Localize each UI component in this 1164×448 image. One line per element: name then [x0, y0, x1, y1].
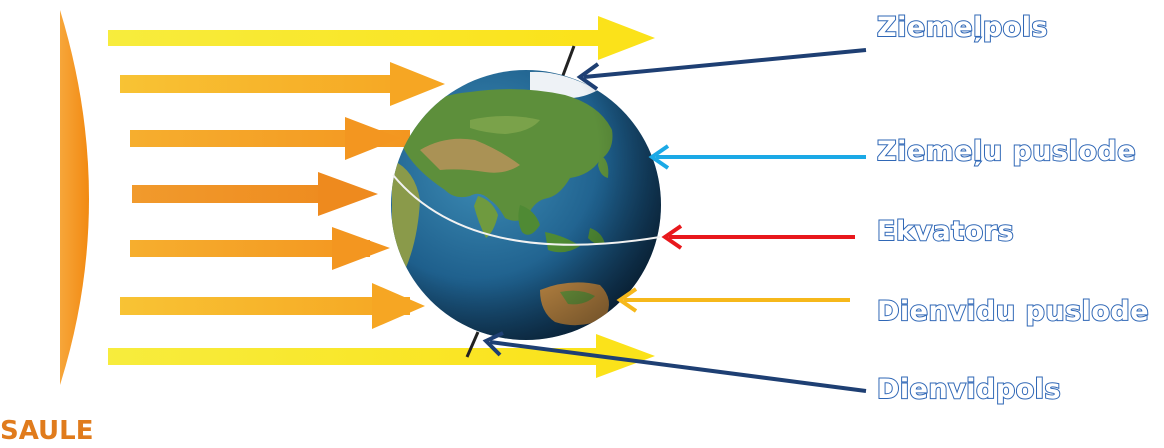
equator-line — [392, 174, 661, 246]
label-equator: Ekvators — [876, 216, 1015, 247]
label-northern-hemisphere: Ziemeļu puslode — [876, 136, 1137, 167]
earth-axis-north — [560, 45, 576, 79]
pointer-arrow-northern-hemisphere — [648, 144, 866, 170]
sun-ray-arrow — [130, 227, 390, 270]
label-south-pole: Dienvidpols — [876, 374, 1062, 405]
earth-axis-south — [465, 331, 480, 358]
sun-shape — [60, 10, 89, 385]
pointer-arrow-south-pole — [482, 331, 867, 393]
earth-globe — [391, 70, 661, 340]
sun-ray-arrow — [132, 172, 378, 216]
sun-ray-arrow — [130, 117, 410, 160]
label-north-pole: Ziemeļpols — [876, 12, 1049, 43]
sun-label: SAULE — [0, 416, 94, 446]
sun-ray-arrow — [108, 16, 655, 60]
label-southern-hemisphere: Dienvidu puslode — [876, 296, 1150, 327]
pointer-arrow-equator — [661, 224, 855, 250]
pointer-arrow-southern-hemisphere — [616, 287, 850, 313]
sun-rays — [108, 16, 655, 378]
sun-ray-arrow — [120, 283, 425, 329]
sun-ray-arrow — [120, 62, 445, 106]
sun-ray-arrow — [108, 334, 655, 378]
pointer-arrow-north-pole — [576, 48, 867, 91]
